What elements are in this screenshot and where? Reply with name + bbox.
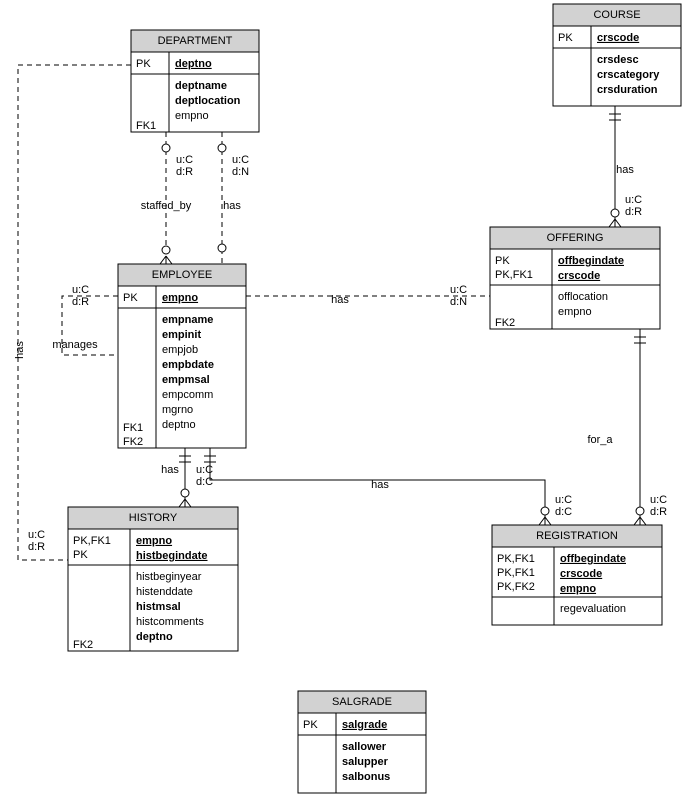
attribute-label: empno (136, 535, 172, 547)
relationship-label: manages (52, 339, 98, 351)
attribute-label: empbdate (162, 359, 214, 371)
key-label: PK (495, 255, 510, 267)
key-label: PK (303, 719, 318, 731)
key-label: FK1 (123, 422, 143, 434)
key-label: FK1 (136, 120, 156, 132)
attribute-label: crscode (597, 32, 639, 44)
entity-title: EMPLOYEE (152, 269, 213, 281)
cardinality-label: d:R (625, 206, 642, 218)
cardinality-label: u:C (650, 494, 667, 506)
cardinality-label: u:C (72, 284, 89, 296)
attribute-label: histcomments (136, 616, 204, 628)
relationship-label: has (331, 294, 349, 306)
attribute-label: crsdesc (597, 54, 639, 66)
attribute-label: salbonus (342, 771, 390, 783)
attribute-label: regevaluation (560, 603, 626, 615)
entity-title: SALGRADE (332, 696, 392, 708)
relationship-label: for_a (587, 434, 613, 446)
entity-title: HISTORY (129, 512, 178, 524)
cardinality-label: u:C (450, 284, 467, 296)
entity-history: HISTORY PK,FK1 PK empno histbegindate FK2 hist… (68, 507, 238, 651)
cardinality-label: d:R (176, 166, 193, 178)
entity-course: COURSE PK crscode crsdesc crscategory crsdura… (553, 4, 681, 106)
attribute-label: offlocation (558, 291, 608, 303)
attribute-label: histbeginyear (136, 571, 202, 583)
attribute-label: empno (558, 306, 592, 318)
cardinality-label: u:C (625, 194, 642, 206)
entity-department: DEPARTMENT PK deptno FK1 deptname deptlocatio… (131, 30, 259, 132)
cardinality-label: d:N (450, 296, 467, 308)
key-label: FK2 (495, 317, 515, 329)
entity-employee: EMPLOYEE PK empno FK1 FK2 empname empinit empjo… (118, 264, 246, 448)
attribute-label: deptno (175, 58, 212, 70)
cardinality-label: d:C (555, 506, 572, 518)
cardinality-label: d:R (28, 541, 45, 553)
attribute-label: mgrno (162, 404, 193, 416)
entity-title: OFFERING (547, 232, 604, 244)
key-label: PK,FK1 (73, 535, 111, 547)
attribute-label: deptname (175, 80, 227, 92)
attribute-label: sallower (342, 741, 387, 753)
er-diagram: staffed_byu:Cd:Rhasu:Cd:Nmanagesu:Cd:Rha… (0, 0, 690, 803)
cardinality-label: u:C (555, 494, 572, 506)
attribute-label: empname (162, 314, 213, 326)
cardinality-label: d:R (650, 506, 667, 518)
key-label: PK,FK1 (497, 567, 535, 579)
entity-title: REGISTRATION (536, 530, 618, 542)
cardinality-label: d:R (72, 296, 89, 308)
attribute-label: salgrade (342, 719, 387, 731)
attribute-label: empno (162, 292, 198, 304)
attribute-label: offbegindate (558, 255, 624, 267)
attribute-label: deptno (162, 419, 196, 431)
key-label: PK,FK1 (497, 553, 535, 565)
key-label: PK (136, 58, 151, 70)
attribute-label: offbegindate (560, 553, 626, 565)
relationship-dept_history_has (18, 65, 131, 560)
cardinality-label: d:N (232, 166, 249, 178)
cardinality-label: d:C (196, 476, 213, 488)
attribute-label: empcomm (162, 389, 213, 401)
entity-registration: REGISTRATIONPK,FK1PK,FK1PK,FK2offbeginda… (492, 525, 662, 625)
entity-title: COURSE (593, 9, 640, 21)
key-label: FK2 (73, 639, 93, 651)
entity-salgrade: SALGRADE PK salgrade sallower salupper salbon… (298, 691, 426, 793)
key-label: PK,FK1 (495, 269, 533, 281)
cardinality-label: u:C (176, 154, 193, 166)
relationship-label: staffed_by (141, 200, 192, 212)
attribute-label: deptno (136, 631, 173, 643)
attribute-label: empinit (162, 329, 201, 341)
key-label: PK (123, 292, 138, 304)
attribute-label: salupper (342, 756, 389, 768)
attribute-label: histenddate (136, 586, 193, 598)
attribute-label: crscategory (597, 69, 660, 81)
attribute-label: empno (560, 583, 596, 595)
entity-offering: OFFERING PK PK,FK1 offbegindate crscode FK2 of… (490, 227, 660, 329)
attribute-label: crscode (558, 270, 600, 282)
relationship-label: has (161, 464, 179, 476)
key-label: FK2 (123, 436, 143, 448)
relationship-label: has (616, 164, 634, 176)
key-label: PK (558, 32, 573, 44)
attribute-label: histbegindate (136, 550, 208, 562)
attribute-label: histmsal (136, 601, 181, 613)
entity-title: DEPARTMENT (158, 35, 233, 47)
attribute-label: empno (175, 110, 209, 122)
key-label: PK,FK2 (497, 581, 535, 593)
cardinality-label: u:C (232, 154, 249, 166)
attribute-label: empmsal (162, 374, 210, 386)
attribute-label: crscode (560, 568, 602, 580)
attribute-label: empjob (162, 344, 198, 356)
attribute-label: deptlocation (175, 95, 241, 107)
cardinality-label: u:C (196, 464, 213, 476)
relationship-label: has (14, 341, 26, 359)
key-label: PK (73, 549, 88, 561)
attribute-label: crsduration (597, 84, 658, 96)
relationship-label: has (223, 200, 241, 212)
cardinality-label: u:C (28, 529, 45, 541)
relationship-label: has (371, 479, 389, 491)
